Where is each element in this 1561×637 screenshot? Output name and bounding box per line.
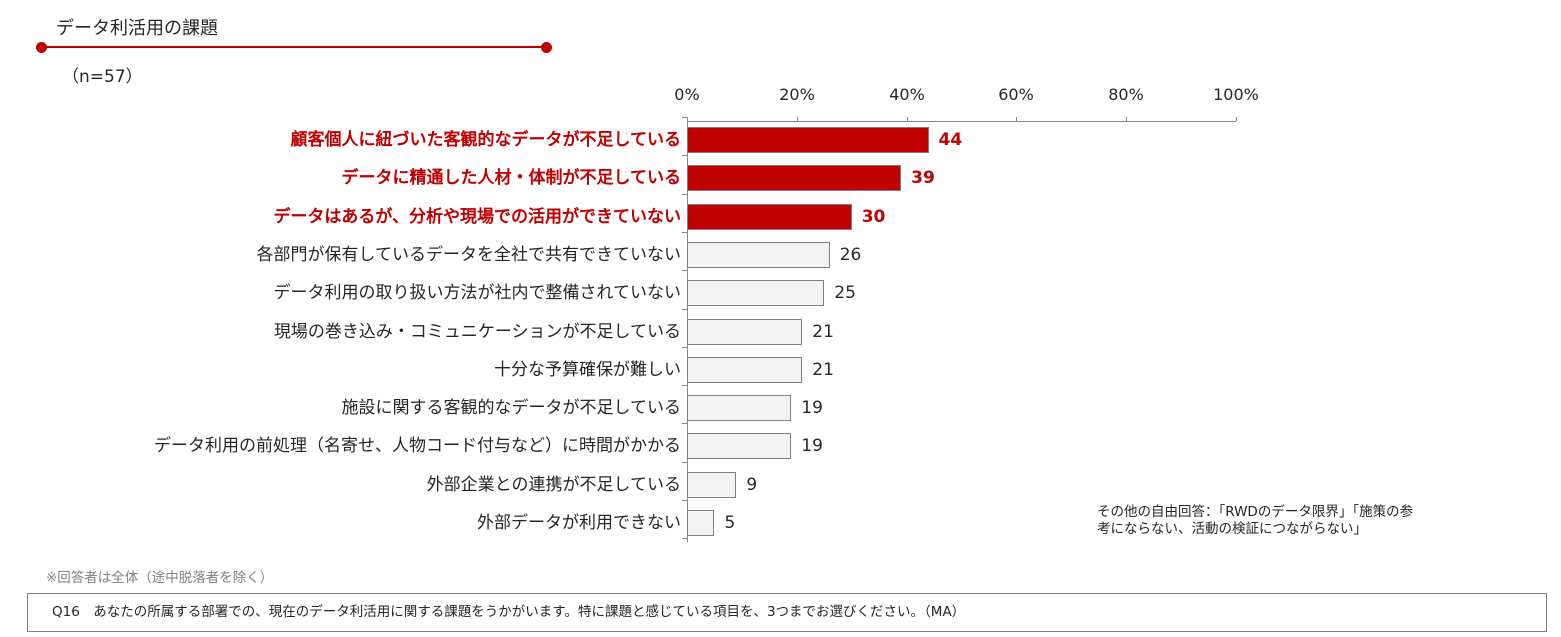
value-label: 39 xyxy=(911,168,935,188)
question-box: Q16 あなたの所属する部署での、現在のデータ利活用に関する課題をうかがいます。… xyxy=(27,593,1547,632)
y-axis-tick xyxy=(682,500,687,501)
x-axis-tick-label: 60% xyxy=(998,85,1034,104)
category-label: 顧客個人に紐づいた客観的なデータが不足している xyxy=(290,130,682,150)
bar xyxy=(687,433,792,459)
question-text: Q16 あなたの所属する部署での、現在のデータ利活用に関する課題をうかがいます。… xyxy=(52,604,966,620)
category-label: 外部企業との連携が不足している xyxy=(426,475,681,495)
y-axis-tick xyxy=(682,194,687,195)
x-axis-tick xyxy=(797,117,798,121)
value-label: 19 xyxy=(801,436,823,456)
x-axis-tick xyxy=(1126,117,1127,121)
y-axis-tick xyxy=(682,117,687,118)
bar xyxy=(687,357,803,383)
x-axis-tick-label: 80% xyxy=(1108,85,1144,104)
x-axis-tick xyxy=(1016,117,1017,121)
category-label: 外部データが利用できない xyxy=(477,513,681,533)
value-label: 30 xyxy=(861,207,886,227)
x-axis-tick xyxy=(907,117,908,121)
x-axis-line xyxy=(687,121,1236,122)
respondent-note: ※回答者は全体（途中脱落者を除く） xyxy=(46,570,274,586)
value-label: 21 xyxy=(812,322,834,342)
value-label: 9 xyxy=(746,475,758,495)
x-axis-tick-label: 20% xyxy=(779,85,815,104)
x-axis-tick-label: 40% xyxy=(889,85,925,104)
category-label: 施設に関する客観的なデータが不足している xyxy=(341,398,682,418)
bar xyxy=(687,510,715,536)
value-label: 21 xyxy=(812,360,834,380)
value-label: 44 xyxy=(938,130,963,150)
title-underline xyxy=(41,46,546,48)
bar-chart: 0% 20% 40% 60% 80% 100% 顧客個人に紐づいた客観的なデータが不足してい… xyxy=(154,85,1259,542)
y-axis-tick xyxy=(682,423,687,424)
category-label: データ利用の前処理（名寄せ、人物コード付与など）に時間がかかる xyxy=(154,436,681,456)
sample-size: （n=57） xyxy=(62,67,143,87)
bar xyxy=(687,395,792,421)
category-label: データはあるが、分析や現場での活用ができていない xyxy=(273,207,681,227)
title-line-dot-left xyxy=(36,42,47,53)
y-axis-tick xyxy=(682,270,687,271)
bar xyxy=(687,472,737,498)
y-axis-tick xyxy=(682,538,687,539)
category-label: データ利用の取り扱い方法が社内で整備されていない xyxy=(273,283,682,303)
category-label: 十分な予算確保が難しい xyxy=(494,360,681,380)
bar xyxy=(687,165,902,191)
bar xyxy=(687,127,929,153)
value-label: 19 xyxy=(801,398,823,418)
y-axis-tick xyxy=(682,347,687,348)
value-label: 26 xyxy=(839,245,862,265)
category-label: 現場の巻き込み・コミュニケーションが不足している xyxy=(273,322,681,342)
category-label: データに精通した人材・体制が不足している xyxy=(341,168,682,188)
category-label: 各部門が保有しているデータを全社で共有できていない xyxy=(256,245,682,265)
y-axis-tick xyxy=(682,232,687,233)
y-axis-tick xyxy=(682,462,687,463)
bar xyxy=(687,242,830,268)
bar xyxy=(687,204,852,230)
bar xyxy=(687,280,825,306)
chart-title: データ利活用の課題 xyxy=(56,18,218,39)
x-axis-tick-label: 100% xyxy=(1213,85,1259,104)
value-label: 5 xyxy=(724,513,736,533)
x-axis-tick-label: 0% xyxy=(674,85,700,104)
other-answers-note: その他の自由回答：「RWDのデータ限界」「施策の参考にならない、活動の検証につな… xyxy=(1097,504,1414,537)
x-axis-tick xyxy=(687,117,688,121)
value-label: 25 xyxy=(834,283,856,303)
x-axis-tick xyxy=(1236,117,1237,121)
y-axis-tick xyxy=(682,309,687,310)
y-axis-tick xyxy=(682,155,687,156)
y-axis-tick xyxy=(682,385,687,386)
bar xyxy=(687,319,803,345)
title-line-dot-right xyxy=(541,42,552,53)
